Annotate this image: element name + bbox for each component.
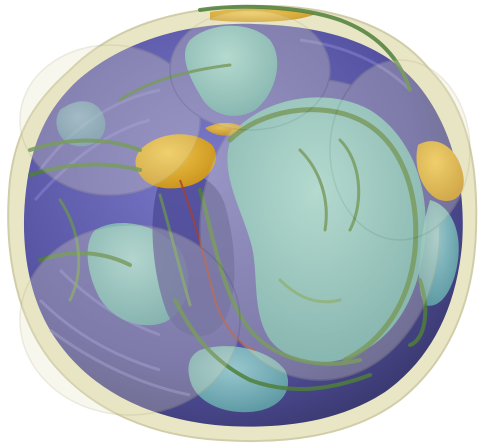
yellow-top (210, 8, 315, 22)
teal-upper-left (56, 101, 106, 147)
teal-top (184, 25, 278, 116)
yellow-left (135, 134, 216, 189)
overlay-lobes (19, 9, 471, 416)
ridges (33, 38, 412, 397)
red-vessel (179, 179, 256, 351)
teal-bottom (188, 346, 289, 413)
tubes (28, 4, 428, 392)
teal-far-right (418, 200, 459, 306)
teal-right (227, 97, 426, 363)
yellow-right (416, 141, 464, 201)
